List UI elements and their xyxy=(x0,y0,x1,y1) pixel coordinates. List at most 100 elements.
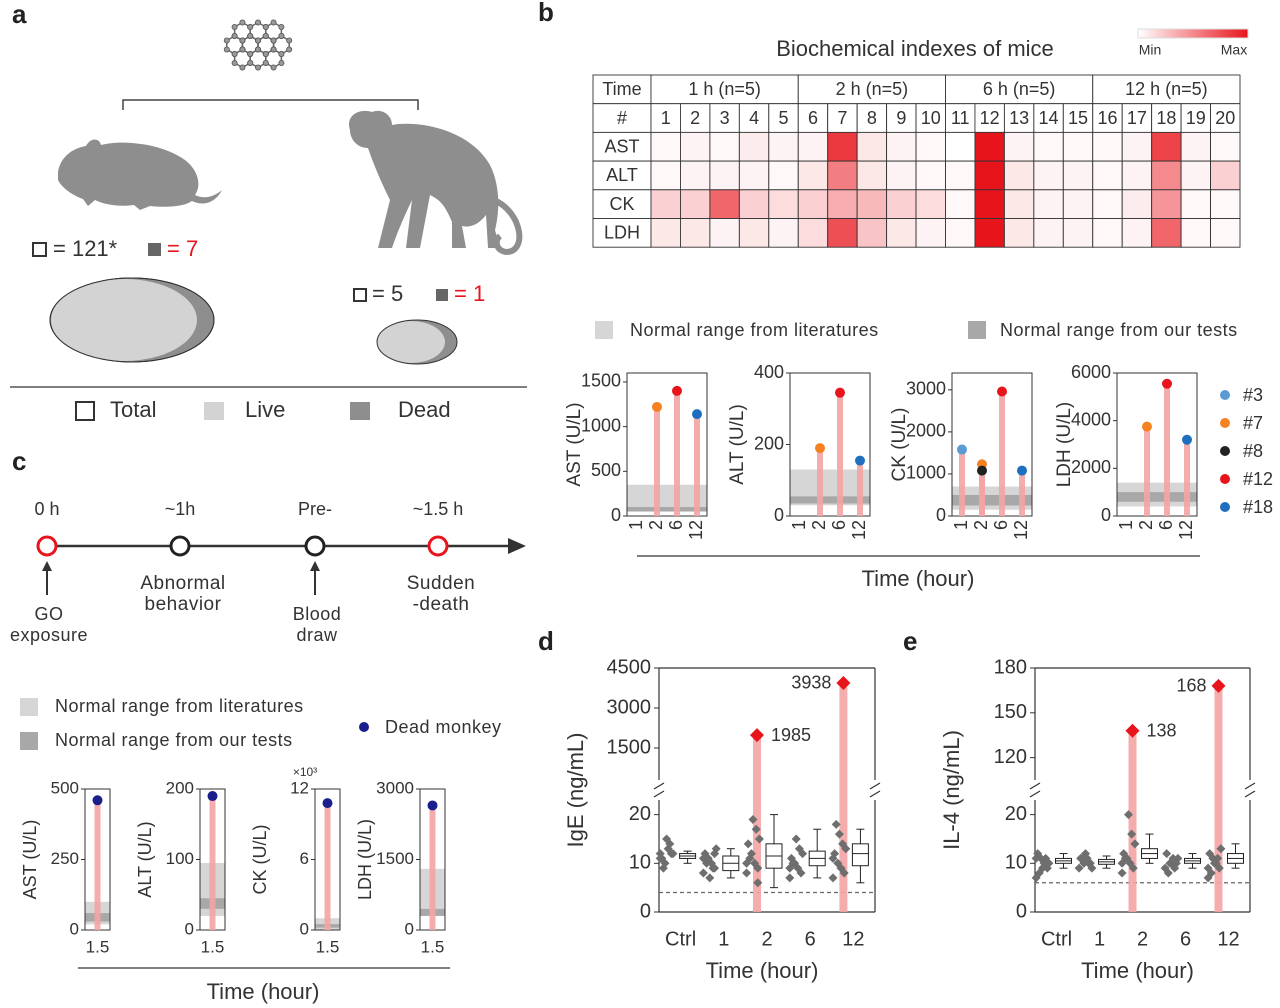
x-tick-label: 6 xyxy=(805,928,816,950)
point xyxy=(1142,421,1152,432)
table-cell xyxy=(680,103,711,133)
x-tick-label: 2 xyxy=(761,928,772,950)
point xyxy=(855,455,865,466)
legend-total xyxy=(75,401,95,421)
sample-id: 7 xyxy=(837,108,847,128)
group-header: 1 h (n=5) xyxy=(688,79,761,99)
data-label: 138 xyxy=(1147,720,1177,740)
x-tick-label: 12 xyxy=(686,520,706,540)
heat-cell xyxy=(1092,131,1123,162)
point xyxy=(1117,868,1127,878)
legend-label: #18 xyxy=(1243,497,1273,517)
stem xyxy=(694,414,700,516)
x-tick-label: 2 xyxy=(971,520,991,530)
point xyxy=(1124,810,1133,820)
x-tick-label: 6 xyxy=(666,520,686,530)
sample-id: 2 xyxy=(690,108,700,128)
x-tick-label: 2 xyxy=(646,520,666,530)
heat-cell xyxy=(680,218,711,248)
point xyxy=(815,443,825,454)
point xyxy=(322,798,333,809)
y-tick-label: 0 xyxy=(1101,505,1111,525)
point xyxy=(748,814,758,824)
dead-icon xyxy=(436,289,448,301)
animals xyxy=(10,99,527,421)
color-scale xyxy=(1137,28,1249,39)
table-cell xyxy=(1033,103,1064,133)
y-tick-label: 500 xyxy=(51,778,79,797)
y-tick-label: 1500 xyxy=(376,849,414,868)
normal-range-ours xyxy=(790,496,870,504)
heat-cell xyxy=(974,131,1005,162)
heat-cell xyxy=(650,160,681,191)
heat-cell xyxy=(1003,131,1035,162)
heat-cell xyxy=(1033,189,1064,219)
heat-cell xyxy=(1180,131,1211,162)
y-tick-label: 4000 xyxy=(1071,409,1111,429)
data-label: 3938 xyxy=(791,673,831,693)
x-tick-label: 6 xyxy=(1156,520,1176,530)
event-time: ~1.5 h xyxy=(413,499,464,519)
table-cell xyxy=(592,160,652,191)
graphene-atom xyxy=(278,60,285,67)
y-tick-label: 200 xyxy=(754,433,784,453)
heat-cell xyxy=(1033,218,1064,248)
table-cell xyxy=(856,103,888,133)
x-tick-label: Ctrl xyxy=(665,928,696,950)
stem xyxy=(979,470,985,516)
monkey-ellipse-live xyxy=(377,321,445,363)
y-tick-label: 400 xyxy=(754,362,784,382)
stem xyxy=(674,390,680,516)
heat-cell xyxy=(1180,189,1211,219)
graphene-atom xyxy=(262,60,269,67)
heat-cell xyxy=(797,160,829,191)
heat-cell xyxy=(1062,131,1094,162)
point xyxy=(977,465,987,476)
graphene-atom xyxy=(254,19,261,26)
heat-cell xyxy=(827,189,858,219)
panel-label: d xyxy=(538,626,554,656)
x-tick-label: 12 xyxy=(1217,928,1239,950)
y-axis-label: IL-4 (ng/mL) xyxy=(939,730,964,850)
point xyxy=(1117,858,1127,868)
stem xyxy=(857,460,863,516)
graphene-atom xyxy=(247,51,254,58)
x-tick-label: 12 xyxy=(842,928,864,950)
y-tick-label: 0 xyxy=(185,919,194,938)
legend-swatch xyxy=(968,321,986,339)
y-tick-label: 500 xyxy=(591,460,621,480)
heat-cell xyxy=(1003,189,1035,219)
point xyxy=(698,868,708,878)
table-cell xyxy=(1210,103,1241,133)
event-note: -death xyxy=(413,594,470,615)
y-tick-label: 10 xyxy=(629,852,651,874)
legend-swatch xyxy=(20,698,38,716)
table-cell xyxy=(945,103,976,133)
panel-label: c xyxy=(12,446,26,476)
heat-cell xyxy=(797,189,829,219)
table-cell xyxy=(974,103,1005,133)
row-label: ALT xyxy=(606,165,638,185)
heat-cell xyxy=(856,160,888,191)
plot-frame xyxy=(951,372,1033,517)
heat-cell xyxy=(856,189,888,219)
point xyxy=(1163,868,1173,878)
highlight-point xyxy=(1125,723,1140,738)
x-tick-label: 12 xyxy=(1176,520,1196,540)
count: = 7 xyxy=(167,236,198,261)
sample-id: 12 xyxy=(980,108,1000,128)
monkey-icon xyxy=(349,110,500,248)
point xyxy=(662,834,672,844)
legend-live xyxy=(204,402,224,420)
heat-cell xyxy=(1121,160,1153,191)
point xyxy=(1203,863,1213,873)
point xyxy=(1182,434,1192,445)
stem xyxy=(837,392,843,516)
y-tick-label: 0 xyxy=(405,919,414,938)
point xyxy=(427,800,438,811)
panel-label: e xyxy=(903,626,917,656)
event-note: behavior xyxy=(145,594,222,615)
event-marker xyxy=(169,535,191,557)
point xyxy=(743,839,753,849)
heat-cell xyxy=(768,189,799,219)
